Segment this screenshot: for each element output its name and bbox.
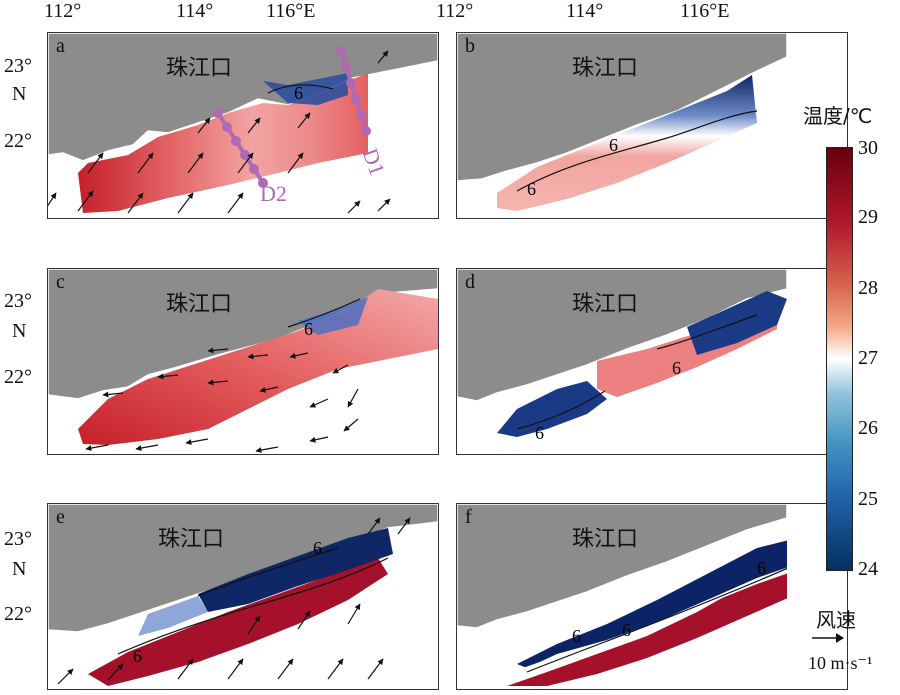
land-d xyxy=(457,269,787,402)
temp-field-f-mid xyxy=(517,569,787,674)
map-panel-c: 6 c 珠江口 xyxy=(47,268,439,455)
map-panel-a: 6 a 珠江口 D1 D2 xyxy=(47,32,439,219)
colorbar-tick-28: 28 xyxy=(858,277,878,299)
lat-label-n-c: N xyxy=(12,320,27,342)
contour-label-b: 6 xyxy=(609,135,618,155)
map-f-svg: 6 6 6 xyxy=(457,504,787,686)
lat-label-23-a: 23° xyxy=(4,55,32,77)
colorbar-tick-25: 25 xyxy=(858,488,878,510)
panel-label-b: b xyxy=(465,35,475,57)
place-name-d: 珠江口 xyxy=(572,292,639,317)
contour-label-e2: 6 xyxy=(313,538,322,558)
land-f xyxy=(457,504,787,629)
lat-label-22-a: 22° xyxy=(4,130,32,152)
map-c-svg: 6 xyxy=(48,269,438,453)
place-name-a: 珠江口 xyxy=(166,56,233,81)
cold-patch-c xyxy=(298,297,368,335)
colorbar-tick-30: 30 xyxy=(858,137,878,159)
contour-label-a: 6 xyxy=(294,83,303,103)
temperature-colorbar xyxy=(826,147,853,571)
wind-legend-title: 风速 xyxy=(816,608,856,632)
panel-label-c: c xyxy=(56,271,65,293)
section-d1 xyxy=(336,46,371,136)
contour-label-f2: 6 xyxy=(622,620,631,640)
land-a xyxy=(48,33,438,162)
place-name-c: 珠江口 xyxy=(166,292,233,317)
colorbar-title: 温度/℃ xyxy=(803,104,873,128)
wind-vectors-a xyxy=(48,50,391,214)
colorbar-tick-27: 27 xyxy=(858,347,878,369)
wind-legend-scale: 10 m·s⁻¹ xyxy=(808,653,873,673)
place-name-b: 珠江口 xyxy=(572,56,639,81)
temp-field-e-cold xyxy=(198,528,393,612)
contour-label-f: 6 xyxy=(572,626,581,646)
contour-6-a xyxy=(267,84,334,94)
temp-field-d-cold-east xyxy=(687,291,787,355)
temp-field-c xyxy=(78,289,438,445)
place-name-f: 珠江口 xyxy=(572,527,639,552)
map-b-svg: 6 6 xyxy=(457,33,787,211)
contour-label-b2: 6 xyxy=(527,179,536,199)
lon-label-112-left: 112° xyxy=(44,0,82,22)
lat-label-n-e: N xyxy=(12,558,27,580)
lat-label-n-a: N xyxy=(12,83,27,105)
contour-6-c xyxy=(287,298,361,328)
map-panel-d: 6 6 d 珠江口 xyxy=(456,268,848,455)
temp-field-d-cold-west xyxy=(497,381,607,437)
wind-legend-arrow-icon xyxy=(812,633,844,643)
wind-vectors-c xyxy=(85,347,359,453)
contour-6-f xyxy=(526,567,787,673)
place-name-e: 珠江口 xyxy=(158,527,225,552)
temp-field-e-mid xyxy=(138,596,208,636)
contour-6-d xyxy=(656,314,758,350)
temp-field-e-warm xyxy=(88,558,388,686)
contour-6-d2 xyxy=(516,390,606,430)
wind-vectors-e xyxy=(57,517,411,685)
panel-label-d: d xyxy=(465,271,475,293)
lon-label-114-left: 114° xyxy=(176,0,214,22)
section-label-d2: D2 xyxy=(260,181,287,206)
land-c xyxy=(48,269,438,400)
colorbar-tick-29: 29 xyxy=(858,206,878,228)
panel-label-a: a xyxy=(56,35,65,57)
colorbar-tick-24: 24 xyxy=(858,558,878,580)
contour-6-e2 xyxy=(197,547,339,597)
map-panel-f: 6 6 6 f 珠江口 xyxy=(456,503,848,690)
lon-label-114-right: 114° xyxy=(566,0,604,22)
colorbar-tick-26: 26 xyxy=(858,417,878,439)
lon-label-112-right: 112° xyxy=(436,0,474,22)
contour-6-b xyxy=(516,110,758,192)
panel-label-e: e xyxy=(56,506,65,528)
panel-label-f: f xyxy=(465,506,472,528)
contour-label-d: 6 xyxy=(672,358,681,378)
contour-6-e xyxy=(117,557,389,655)
map-panel-b: 6 6 b 珠江口 xyxy=(456,32,848,219)
contour-label-f3: 6 xyxy=(757,558,766,578)
temp-field-b xyxy=(497,75,757,211)
cold-patch-a xyxy=(263,73,348,105)
lon-label-116-left: 116°E xyxy=(266,0,316,22)
lat-label-23-e: 23° xyxy=(4,528,32,550)
map-e-svg: 6 6 xyxy=(48,504,438,686)
map-a-svg: 6 xyxy=(48,33,438,214)
map-panel-e: 6 6 e 珠江口 xyxy=(47,503,439,690)
lon-label-116-right: 116°E xyxy=(680,0,730,22)
lat-label-22-e: 22° xyxy=(4,603,32,625)
contour-label-e: 6 xyxy=(133,646,142,666)
lat-label-22-c: 22° xyxy=(4,366,32,388)
contour-label-c: 6 xyxy=(304,319,313,339)
temp-field-f-cold xyxy=(517,540,787,668)
lat-label-23-c: 23° xyxy=(4,290,32,312)
land-b xyxy=(457,33,787,182)
section-d2 xyxy=(213,108,268,188)
contour-label-d2: 6 xyxy=(535,423,544,443)
map-d-svg: 6 6 xyxy=(457,269,787,443)
temp-field-a xyxy=(78,73,368,213)
